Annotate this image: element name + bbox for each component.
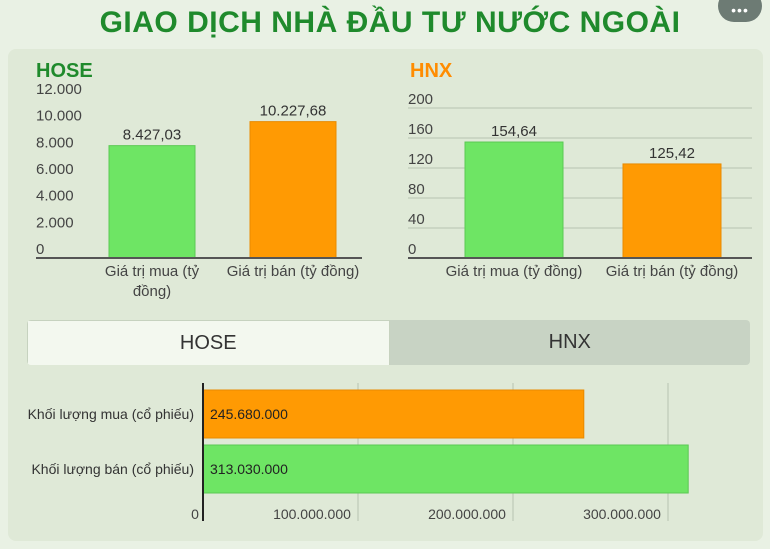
chart-panel — [8, 49, 763, 541]
tab-hnx[interactable]: HNX — [389, 320, 750, 365]
page-title: GIAO DỊCH NHÀ ĐẦU TƯ NƯỚC NGOÀI — [99, 6, 681, 39]
more-button[interactable]: ••• — [718, 0, 762, 22]
hose-chart-title: HOSE — [36, 60, 93, 82]
exchange-tabs: HOSE HNX — [27, 320, 750, 365]
more-dots-icon: ••• — [731, 2, 749, 18]
hnx-chart-title: HNX — [410, 60, 453, 82]
tab-hose[interactable]: HOSE — [27, 320, 390, 365]
